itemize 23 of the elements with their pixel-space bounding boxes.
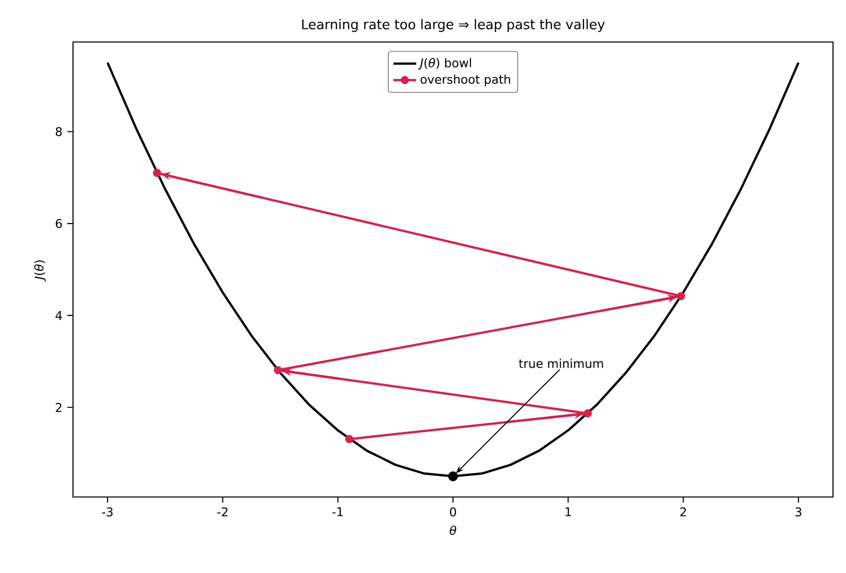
point [448, 471, 458, 482]
x-tick-label: 3 [796, 507, 802, 516]
x-tick-label: -3 [102, 507, 113, 516]
x-tick-label: 2 [680, 507, 686, 516]
point [584, 409, 592, 418]
legend-label: overshoot path [420, 74, 510, 86]
y-tick-label: 6 [56, 218, 62, 228]
point [152, 168, 162, 178]
point [676, 292, 686, 300]
y-tick-label: 4 [56, 311, 62, 320]
x-tick-label: 0 [450, 507, 456, 516]
y-axis-title: J(θ) [34, 260, 46, 282]
x-tick-label: -2 [217, 507, 228, 516]
x-tick-label: 1 [566, 507, 571, 516]
annotation: true minimum [518, 358, 603, 368]
x-tick-label: -1 [332, 507, 343, 516]
x-axis-title: θ [450, 526, 456, 535]
y-tick-label: 2 [56, 402, 62, 412]
legend-label: J(θ) bowl [418, 58, 472, 70]
point [345, 435, 354, 444]
y-tick-label: 8 [56, 127, 62, 136]
point [274, 366, 282, 374]
chart-title: Learning rate too large ⇒ leap past the valley [302, 19, 605, 32]
